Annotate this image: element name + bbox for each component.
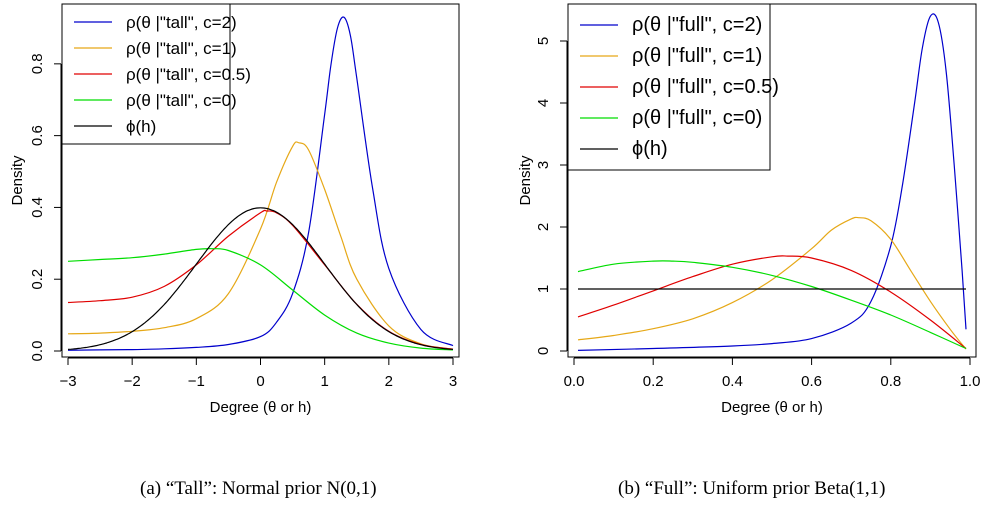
legend-label-4: ϕ(h) [632,138,668,160]
y-tick-label-1: 1 [535,285,552,293]
x-axis-label: Degree (θ or h) [721,399,823,416]
y-tick-label-1: 0.2 [29,269,46,290]
legend-label-2: ρ(θ |"full", c=0.5) [632,76,779,98]
x-tick-label-4: 1 [320,373,328,390]
x-tick-label-1: −2 [124,373,141,390]
legend-label-0: ρ(θ |"full", c=2) [632,14,762,36]
legend-label-0: ρ(θ |"tall", c=2) [126,13,237,32]
x-tick-label-5: 2 [385,373,393,390]
caption-b: (b) “Full”: Uniform prior Beta(1,1) [618,478,886,499]
chart-tall-normal-prior: −3 −2 −1 0 1 2 3 Degree (θ or h) 0.0 0.2 0.4 0.6 0.8… [9,3,460,416]
series-line-2 [67,209,454,350]
y-tick-label-0: 0.0 [29,341,46,362]
caption-a: (a) “Tall”: Normal prior N(0,1) [140,478,377,499]
legend-label-4: ϕ(h) [126,117,156,136]
x-tick-label-3: 0 [256,373,264,390]
plot-frame [567,3,977,358]
y-tick-label-2: 0.4 [29,197,46,218]
y-axis-label: Density [9,155,26,206]
series-line-4 [67,207,454,350]
chart-full-uniform-prior: 0.0 0.2 0.4 0.6 0.8 1.0 Degree (θ or h) 0 1 2 3 4 5 D… [517,3,981,416]
series-line-0 [67,16,454,351]
x-tick-label-4: 0.8 [880,373,901,390]
x-tick-label-3: 0.6 [801,373,822,390]
series-line-3 [577,260,967,350]
series-line-2 [577,255,967,349]
x-tick-label-2: 0.4 [722,373,743,390]
series-line-0 [577,13,967,351]
y-tick-label-4: 4 [535,99,552,107]
x-tick-label-6: 3 [449,373,457,390]
y-tick-label-3: 3 [535,161,552,169]
y-tick-label-3: 0.6 [29,125,46,146]
x-tick-label-5: 1.0 [960,373,981,390]
y-tick-label-2: 2 [535,223,552,231]
x-tick-label-2: −1 [188,373,205,390]
series-line-1 [67,141,454,350]
legend-label-3: ρ(θ |"full", c=0) [632,107,762,129]
y-tick-label-5: 5 [535,37,552,45]
legend-label-3: ρ(θ |"tall", c=0) [126,91,237,110]
x-tick-label-1: 0.2 [643,373,664,390]
legend-label-1: ρ(θ |"full", c=1) [632,45,762,67]
x-tick-label-0: 0.0 [564,373,585,390]
legend-label-2: ρ(θ |"tall", c=0.5) [126,65,251,84]
y-tick-label-4: 0.8 [29,53,46,74]
x-axis-label: Degree (θ or h) [210,399,312,416]
y-axis-label: Density [517,155,534,206]
y-tick-label-0: 0 [535,347,552,355]
series-line-1 [577,216,967,350]
plot-frame [61,3,460,358]
legend-label-1: ρ(θ |"tall", c=1) [126,39,237,58]
x-tick-label-0: −3 [59,373,76,390]
series-line-3 [67,247,454,351]
